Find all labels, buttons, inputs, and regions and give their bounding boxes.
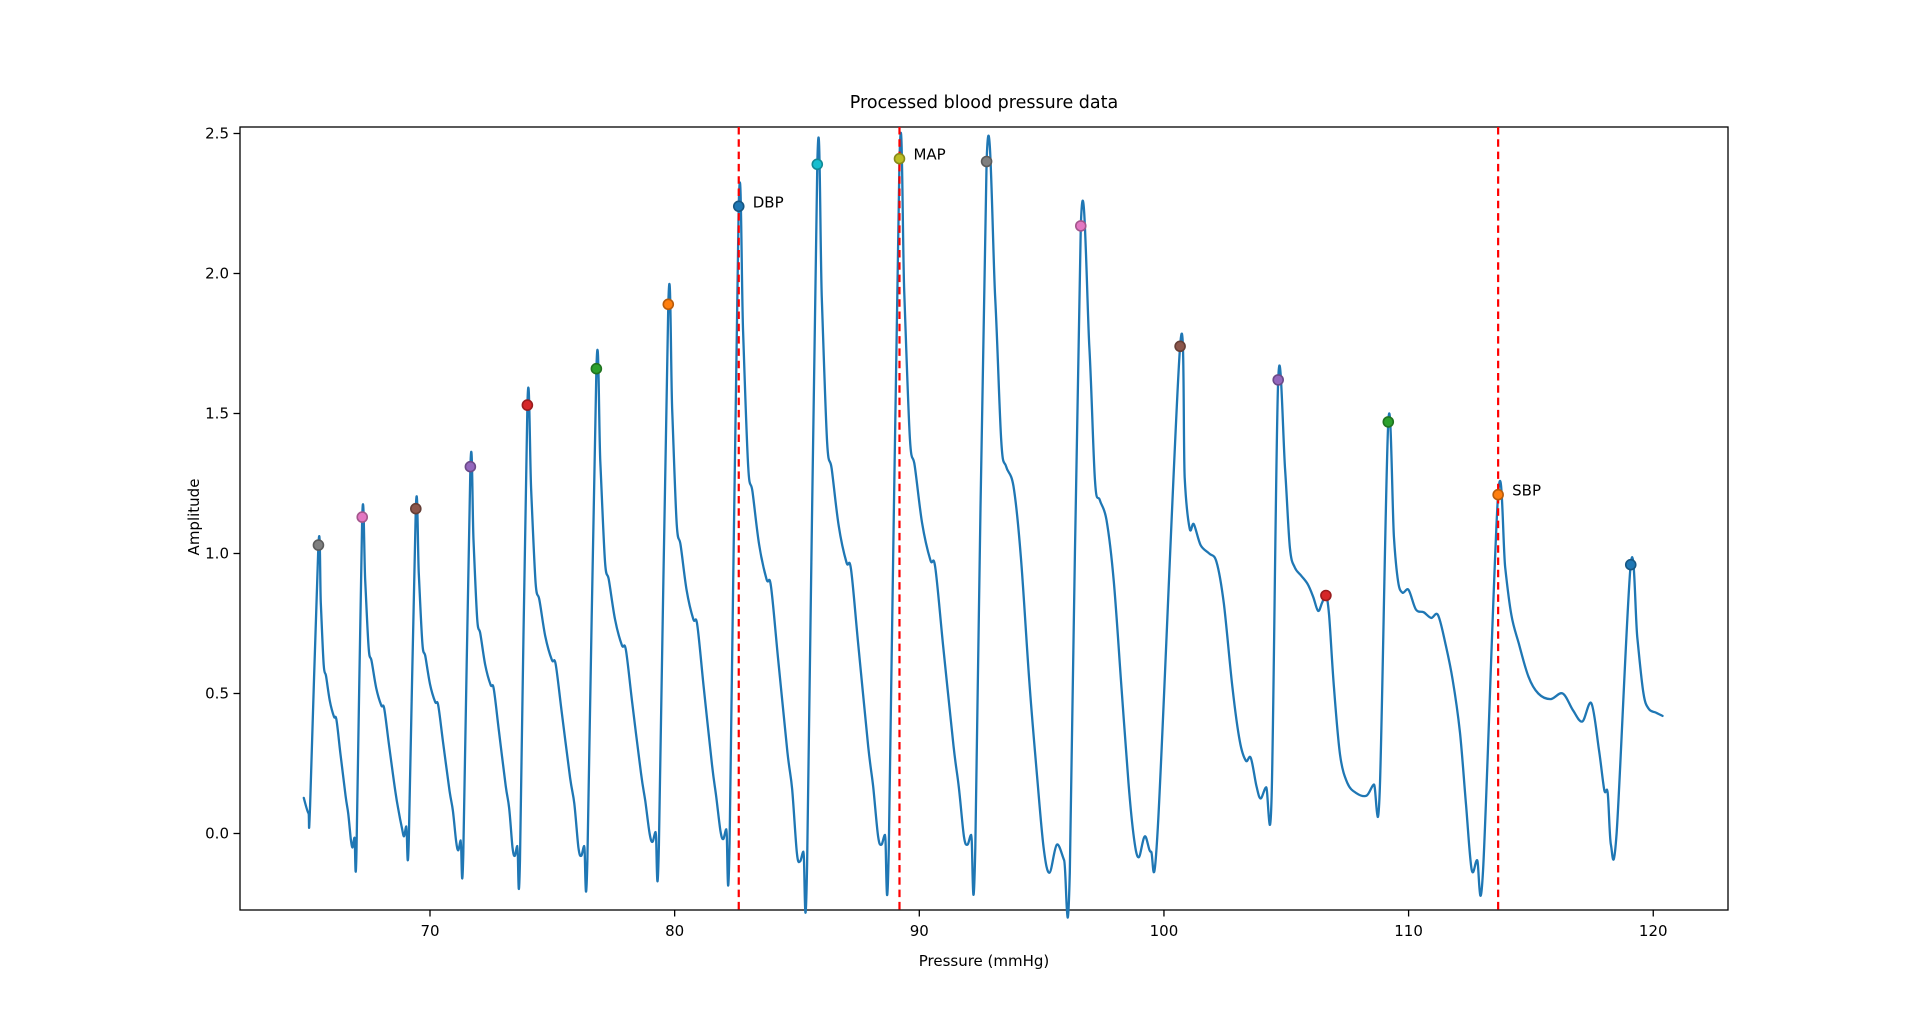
peak-marker-brown: [410, 502, 422, 515]
peak-marker-olive: [893, 152, 906, 165]
peak-marker-green: [1382, 416, 1395, 428]
peak-marker-orange: [1492, 488, 1504, 501]
y-tick-label: 2.0: [205, 265, 229, 283]
y-tick-label: 2.5: [205, 125, 229, 143]
x-tick-label: 110: [1394, 922, 1423, 940]
y-tick-label: 1.5: [205, 405, 229, 423]
peak-marker-red: [521, 399, 534, 411]
peak-annotation-dbp: DBP: [753, 193, 784, 211]
y-tick-label: 0.0: [205, 825, 229, 843]
peak-marker-red: [1320, 589, 1332, 602]
x-tick-label: 120: [1639, 922, 1668, 940]
y-tick-label: 1.0: [205, 545, 229, 563]
peak-marker-brown: [1174, 340, 1186, 353]
y-tick-label: 0.5: [205, 685, 229, 703]
peak-marker-purple: [464, 460, 477, 473]
waveform-path: [302, 131, 1664, 919]
x-tick-label: 70: [420, 922, 439, 940]
peak-marker-blue: [732, 200, 745, 213]
peak-marker-blue: [1624, 558, 1637, 571]
peak-marker-orange: [662, 298, 675, 311]
axes-box: [239, 126, 1729, 911]
peak-annotation-sbp: SBP: [1512, 482, 1541, 500]
x-axis-label: Pressure (mmHg): [918, 952, 1050, 970]
x-tick-label: 90: [910, 922, 929, 940]
peak-marker-gray: [312, 539, 325, 551]
peak-marker-purple: [1272, 374, 1285, 386]
peak-marker-green: [590, 362, 603, 375]
peak-annotation-map: MAP: [913, 146, 945, 164]
chart-title: Processed blood pressure data: [849, 93, 1119, 113]
x-tick-label: 100: [1150, 922, 1179, 940]
peak-marker-pink: [356, 511, 369, 523]
y-axis-label: Amplitude: [185, 478, 203, 556]
x-tick-label: 80: [665, 922, 684, 940]
peak-marker-cyan: [811, 158, 824, 171]
peak-marker-pink: [1074, 220, 1087, 232]
peak-marker-gray: [980, 155, 993, 168]
